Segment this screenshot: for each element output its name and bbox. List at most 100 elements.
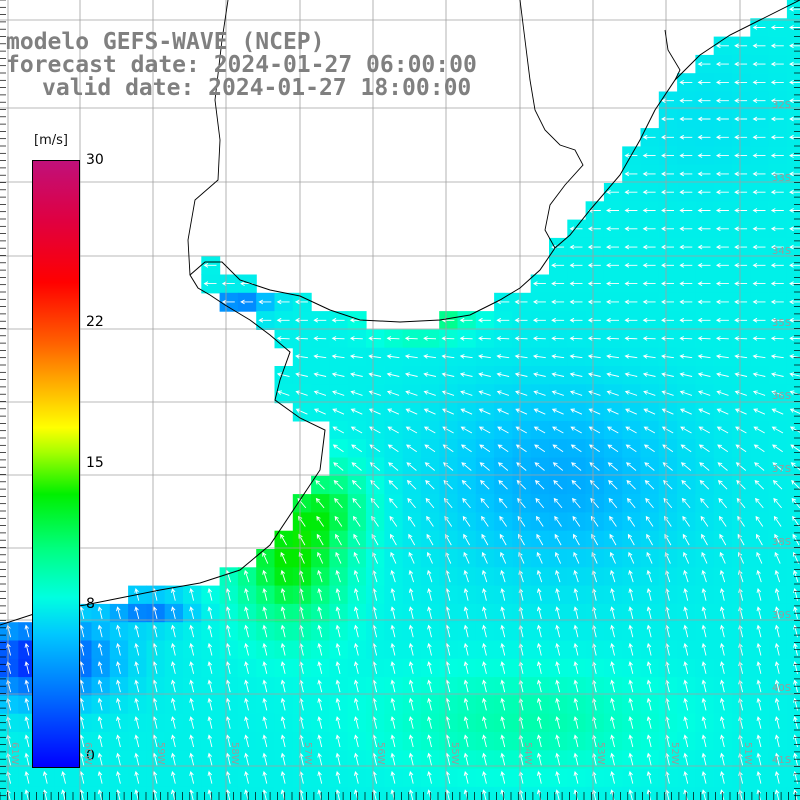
- wind-arrow: [532, 281, 546, 286]
- wind-arrow: [610, 587, 615, 601]
- wind-arrow: [500, 551, 507, 564]
- wind-arrow: [698, 426, 711, 434]
- wind-arrow: [625, 444, 637, 453]
- wind-arrow: [572, 515, 581, 527]
- wind-arrow: [555, 642, 561, 656]
- wind-arrow: [606, 317, 619, 323]
- wind-arrow: [628, 661, 634, 674]
- wind-arrow: [643, 426, 656, 434]
- wind-arrow: [628, 624, 634, 638]
- speed-cell: [585, 786, 605, 800]
- wind-arrow: [628, 569, 634, 583]
- wind-arrow: [661, 171, 674, 177]
- wind-arrow: [701, 716, 707, 729]
- wind-arrow: [681, 497, 691, 509]
- wind-arrow: [569, 390, 583, 396]
- wind-arrow: [715, 134, 729, 140]
- wind-arrow: [497, 444, 509, 453]
- wind-arrow: [701, 697, 707, 711]
- border-line: [187, 0, 229, 276]
- wind-arrow: [332, 408, 345, 415]
- wind-arrow: [606, 244, 619, 250]
- wind-arrow: [606, 426, 619, 434]
- wind-arrow: [423, 372, 437, 377]
- wind-arrow: [463, 679, 469, 693]
- wind-arrow: [189, 679, 195, 693]
- wind-arrow: [752, 226, 766, 232]
- wind-arrow: [608, 480, 618, 490]
- wind-arrow: [717, 462, 728, 471]
- wind-arrow: [386, 336, 400, 341]
- wind-arrow: [774, 679, 780, 693]
- wind-arrow: [683, 642, 689, 656]
- wind-arrow: [701, 752, 707, 766]
- wind-arrow: [697, 244, 711, 250]
- wind-arrow: [701, 606, 707, 620]
- wind-arrow: [478, 336, 491, 341]
- wind-arrow: [610, 716, 615, 729]
- speed-cell: [366, 786, 385, 800]
- wind-arrow: [533, 372, 546, 377]
- wind-arrow: [426, 515, 434, 527]
- wind-arrow: [715, 354, 729, 359]
- wind-arrow: [353, 587, 359, 601]
- wind-arrow: [332, 426, 345, 434]
- wind-arrow: [536, 551, 543, 564]
- wind-arrow: [606, 408, 619, 415]
- wind-arrow: [463, 770, 469, 784]
- latitude-label: 34S: [772, 246, 792, 257]
- wind-arrow: [335, 734, 341, 748]
- wind-arrow: [555, 697, 561, 711]
- wind-arrow: [573, 587, 579, 601]
- wind-arrow: [408, 697, 414, 711]
- wind-arrow: [390, 716, 396, 729]
- wind-arrow: [408, 752, 414, 766]
- colorbar-tick-label: 8: [86, 596, 95, 613]
- wind-arrow: [752, 336, 766, 341]
- wind-arrow: [152, 624, 158, 638]
- wind-arrow: [500, 734, 506, 748]
- wind-arrow: [661, 354, 674, 359]
- wind-arrow: [427, 642, 432, 656]
- wind-arrow: [333, 462, 344, 471]
- wind-arrow: [701, 734, 707, 748]
- wind-arrow: [606, 281, 619, 286]
- wind-arrow: [753, 408, 766, 415]
- wind-arrow: [262, 551, 269, 564]
- wind-arrow: [697, 263, 711, 268]
- wind-arrow: [679, 171, 693, 177]
- wind-arrow: [789, 281, 800, 286]
- wind-arrow: [789, 299, 800, 305]
- wind-arrow: [294, 317, 308, 323]
- wind-arrow: [661, 189, 674, 195]
- wind-arrow: [770, 61, 784, 67]
- speed-cell: [311, 786, 330, 800]
- wind-arrow: [24, 624, 30, 638]
- wind-arrow: [203, 281, 217, 286]
- wind-arrow: [532, 317, 546, 323]
- wind-arrow: [679, 226, 693, 232]
- wind-arrow: [24, 697, 30, 711]
- wind-arrow: [715, 263, 729, 268]
- wind-arrow: [735, 444, 747, 453]
- wind-arrow: [628, 679, 634, 693]
- wind-arrow: [368, 408, 381, 415]
- speed-cell: [786, 494, 800, 513]
- wind-arrow: [628, 770, 634, 784]
- wind-arrow: [497, 462, 509, 471]
- colorbar-tick-label: 0: [86, 748, 95, 764]
- wind-arrow: [262, 770, 268, 784]
- speed-cell: [713, 786, 733, 800]
- wind-arrow: [569, 281, 583, 286]
- wind-arrow: [479, 462, 490, 471]
- wind-arrow: [423, 426, 436, 434]
- forecast-date: forecast date: 2024-01-27 06:00:00: [6, 52, 477, 78]
- wind-arrow: [683, 551, 690, 564]
- wind-arrow: [536, 661, 542, 674]
- wind-arrow: [313, 336, 327, 341]
- wind-arrow: [701, 569, 707, 583]
- wind-arrow: [642, 299, 656, 305]
- wind-arrow: [789, 6, 800, 12]
- wind-arrow: [134, 642, 140, 656]
- wind-arrow: [170, 770, 176, 784]
